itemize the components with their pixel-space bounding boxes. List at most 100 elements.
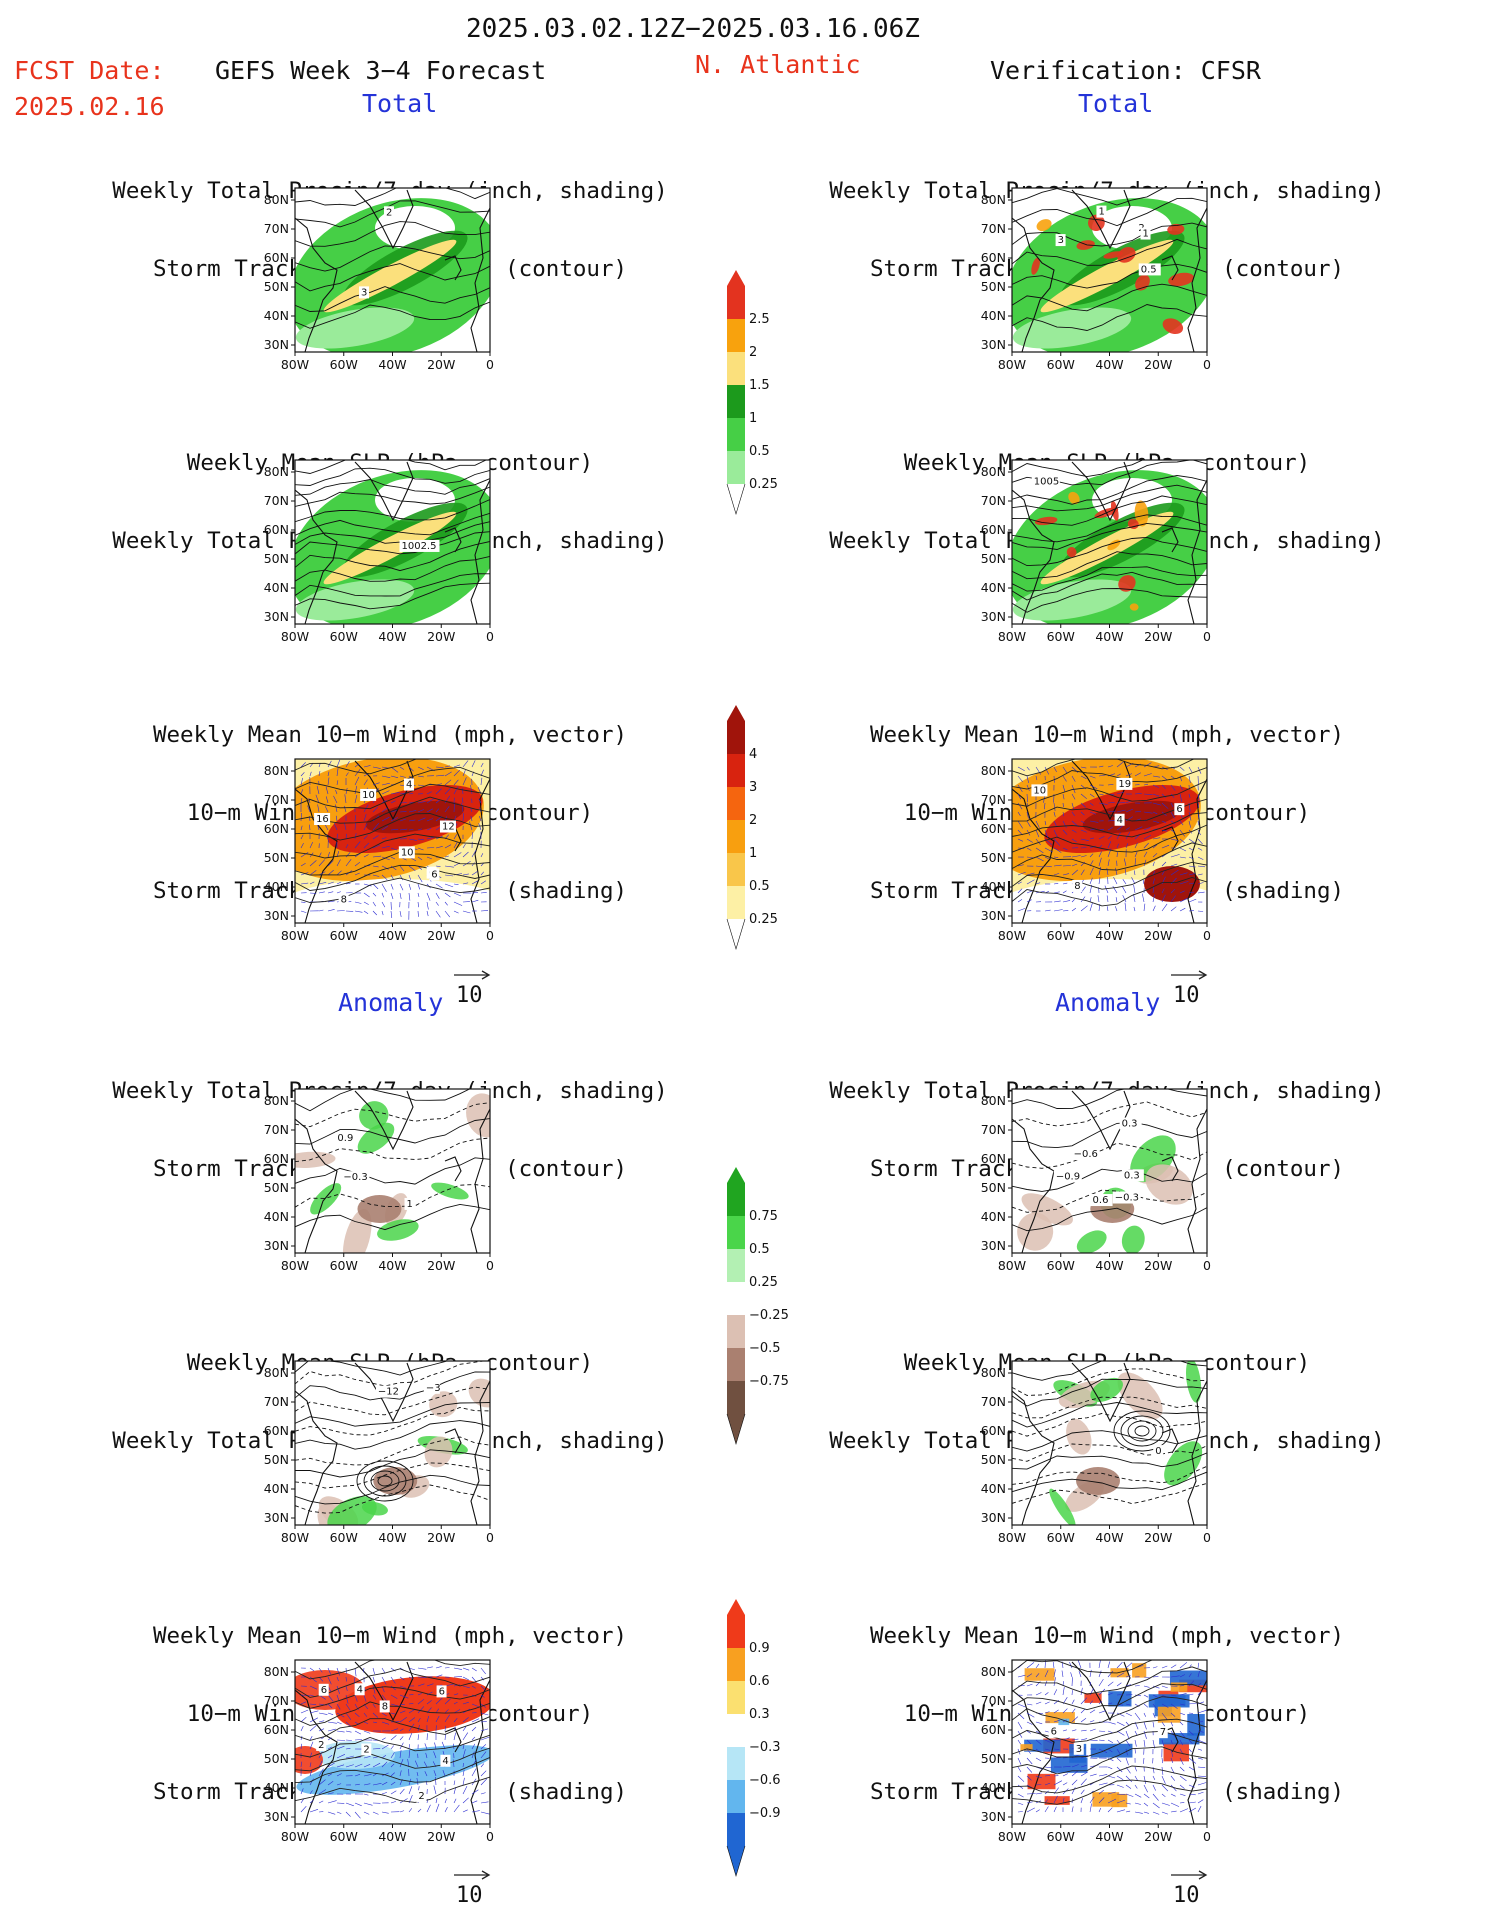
- wind-vector: [1170, 1810, 1177, 1813]
- wind-vector: [408, 1694, 414, 1696]
- wind-vector: [1188, 1793, 1196, 1796]
- wind-vector: [1017, 775, 1024, 783]
- wind-vector: [423, 1761, 428, 1768]
- wind-vector: [1107, 1748, 1113, 1753]
- wind-vector: [1044, 1692, 1049, 1696]
- wind-vector: [1044, 1782, 1051, 1786]
- wind-vector: [453, 1676, 463, 1678]
- wind-vector: [327, 1712, 334, 1715]
- wind-vector: [1062, 820, 1067, 829]
- wind-vector: [300, 910, 307, 913]
- wind-vector: [390, 775, 399, 778]
- wind-vector: [309, 1762, 312, 1768]
- wind-vector: [1062, 829, 1068, 835]
- contour-line: [295, 759, 417, 775]
- wind-vector: [381, 901, 386, 908]
- contour-label-box: [1119, 1117, 1142, 1130]
- lon-tick-label: 0: [1203, 1258, 1211, 1273]
- wind-vector: [480, 910, 489, 912]
- coastline-north-america: [295, 1689, 338, 1824]
- wind-vector: [345, 1748, 351, 1750]
- wind-vector: [309, 870, 317, 876]
- wind-vector: [390, 1712, 396, 1715]
- wind-vector: [1080, 855, 1087, 858]
- wind-vector: [1116, 1784, 1124, 1788]
- colorbar-swatch: [727, 1381, 745, 1414]
- wind-vector: [1026, 1766, 1033, 1773]
- contour-line: [1012, 1396, 1207, 1419]
- wind-vector: [1062, 1708, 1068, 1714]
- wind-vector: [372, 806, 379, 813]
- wind-vector: [1134, 826, 1143, 831]
- wind-vector: [452, 1759, 455, 1768]
- contour-line: [1012, 1121, 1207, 1149]
- wind-vector: [381, 837, 387, 840]
- wind-vector: [345, 1676, 347, 1682]
- wind-vector: [399, 1758, 404, 1768]
- contour-line: [1012, 514, 1207, 543]
- wind-vector: [1107, 802, 1115, 804]
- wind-vector: [471, 849, 477, 858]
- wind-vector: [1089, 802, 1094, 806]
- wind-vector: [1017, 864, 1024, 867]
- wind-vector: [1170, 829, 1175, 833]
- lon-tick-label: 0: [486, 1258, 494, 1273]
- contour-label-box: [318, 1683, 329, 1696]
- wind-vector: [345, 852, 351, 858]
- colorbar-swatch: [727, 1747, 745, 1780]
- wind-vector: [1080, 1697, 1088, 1705]
- wind-vector: [363, 910, 369, 914]
- wind-vector: [1125, 1712, 1132, 1717]
- wind-vector: [363, 1793, 369, 1796]
- wind-vector: [1143, 851, 1148, 858]
- wind-vector: [1026, 1775, 1032, 1781]
- lat-tick-label: 30N: [264, 337, 289, 352]
- map-content: 0.9−0.31: [295, 1089, 490, 1253]
- contour-label: 6: [321, 1685, 327, 1696]
- wind-vector: [408, 874, 411, 880]
- contour-line: [295, 573, 490, 597]
- contour-line: [1012, 566, 1207, 592]
- wind-vector: [1026, 1721, 1033, 1725]
- wind-vector: [462, 1777, 465, 1786]
- wind-vector: [1133, 893, 1136, 903]
- wind-vector: [336, 780, 339, 786]
- wind-vector: [309, 1694, 315, 1697]
- lat-tick-label: 30N: [981, 1809, 1006, 1824]
- lon-tick-label: 60W: [1047, 357, 1075, 372]
- wind-vector: [344, 822, 347, 831]
- wind-vector: [470, 785, 473, 795]
- wind-vector: [1053, 1689, 1058, 1696]
- wind-vector: [462, 777, 467, 786]
- wind-vector: [1116, 825, 1123, 831]
- coastline-europe-africa: [470, 1108, 490, 1253]
- section-anomaly-left: Anomaly: [338, 988, 444, 1017]
- wind-vector: [1017, 1703, 1026, 1708]
- colorbar-label: 0.25: [749, 1275, 778, 1290]
- wind-vector: [345, 761, 350, 768]
- wind-vector: [1197, 829, 1201, 836]
- wind-vector: [300, 798, 303, 804]
- wind-vector: [471, 832, 473, 840]
- contour-line: [295, 877, 490, 904]
- wind-vector: [426, 847, 435, 849]
- wind-vector: [1017, 802, 1023, 810]
- wind-vector: [1080, 766, 1087, 769]
- wind-vector: [1197, 802, 1200, 808]
- wind-vector: [309, 1741, 314, 1750]
- wind-vector: [372, 1748, 381, 1750]
- wind-vector: [1179, 1793, 1186, 1796]
- coastline-iceland: [1161, 1156, 1179, 1182]
- wind-vector: [462, 760, 469, 768]
- contour-line: [295, 1361, 449, 1376]
- wind-vector: [1053, 1669, 1056, 1678]
- lat-tick-label: 80N: [981, 192, 1006, 207]
- contour-line: [295, 813, 490, 841]
- wind-vector: [354, 776, 360, 786]
- wind-vector: [399, 828, 408, 831]
- contour-line: [1012, 1683, 1207, 1711]
- colorbar-swatch: [727, 1282, 745, 1315]
- wind-vector: [1188, 1673, 1192, 1678]
- wind-vector: [1197, 1757, 1203, 1760]
